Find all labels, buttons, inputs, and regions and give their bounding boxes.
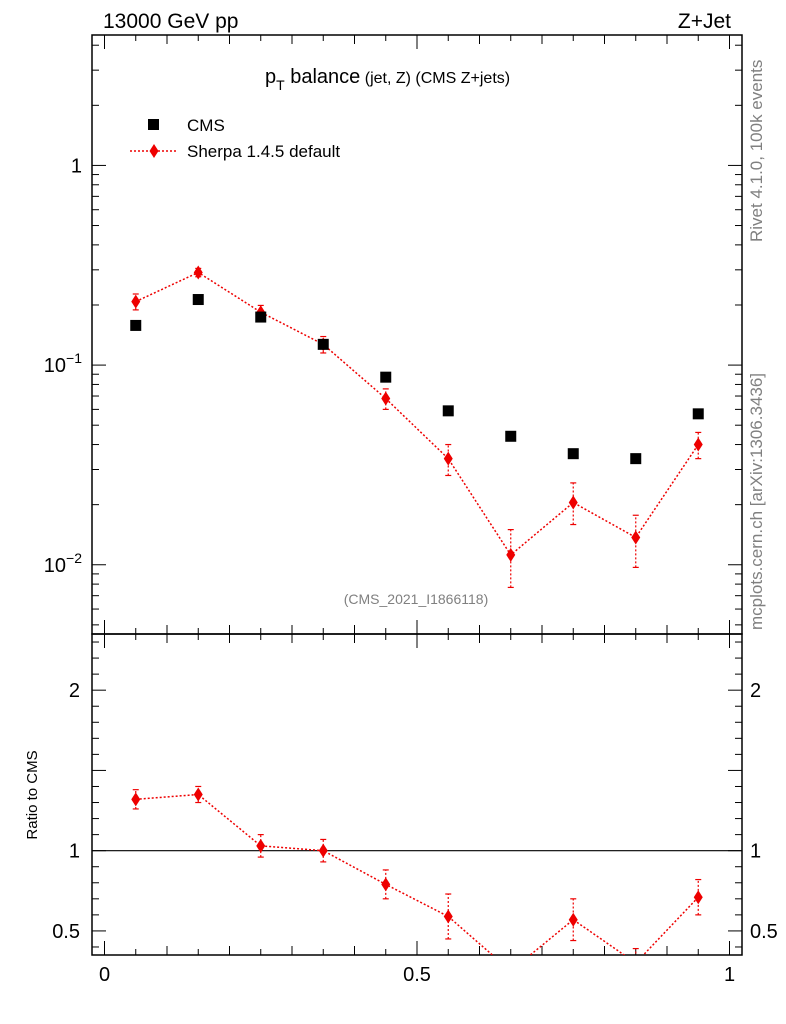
cms-point (192, 294, 204, 306)
sherpa-line (135, 271, 699, 557)
ratio-panel: 0 0.5 1 0.5 0.5 1 1 2 2 (52, 620, 778, 986)
ratio-point (381, 877, 391, 892)
y-tick-label: 10−2 (44, 550, 82, 577)
ratio-y-tick-label-right: 0.5 (750, 921, 778, 943)
x-tick-label: 0.5 (403, 964, 431, 986)
sherpa-point (568, 495, 578, 510)
sherpa-point (443, 451, 453, 466)
ratio-point (443, 909, 453, 924)
ratio-point (693, 890, 703, 905)
sherpa-point (506, 547, 516, 562)
sherpa-point (631, 530, 641, 545)
legend: CMS Sherpa 1.4.5 default (130, 116, 340, 161)
header-right: Z+Jet (678, 10, 731, 33)
cms-point (692, 408, 704, 420)
ratio-point (568, 912, 578, 927)
title-p: p (265, 66, 276, 88)
sherpa-point (193, 265, 203, 280)
ratio-data (131, 785, 703, 978)
legend-cms-label: CMS (187, 116, 225, 135)
ratio-line (135, 793, 699, 955)
title-extra: (jet, Z) (CMS Z+jets) (360, 70, 510, 87)
ratio-y-tick-label: 0.5 (52, 921, 80, 943)
cms-point (255, 311, 267, 323)
ratio-point (318, 843, 328, 858)
ratio-point (256, 838, 266, 853)
header-left: 13000 GeV pp (103, 10, 238, 33)
ratio-point (506, 964, 515, 978)
legend-sherpa-label: Sherpa 1.4.5 default (187, 142, 340, 161)
analysis-watermark: (CMS_2021_I1866118) (344, 591, 489, 607)
cms-point (505, 430, 517, 442)
ratio-y-tick-label: 2 (69, 680, 80, 702)
cms-point (630, 453, 642, 465)
rivet-label: Rivet 4.1.0, 100k events (747, 60, 766, 242)
plot-title: pT balance (jet, Z) (CMS Z+jets) (265, 66, 510, 93)
legend-sherpa-marker (149, 144, 159, 158)
y-tick-label: 1 (71, 155, 82, 177)
sherpa-point (131, 294, 141, 309)
x-tick-label: 1 (724, 964, 735, 986)
title-T: T (276, 77, 285, 93)
ratio-point (131, 792, 141, 807)
cms-point (442, 405, 454, 417)
sherpa-point (693, 437, 703, 452)
ratio-y-tick-label-right: 2 (750, 680, 761, 702)
x-tick-label: 0 (99, 964, 110, 986)
y-tick-label: 10−1 (44, 350, 82, 377)
sherpa-point (381, 391, 391, 406)
ratio-ylabel: Ratio to CMS (24, 750, 41, 839)
ratio-y-tick-label: 1 (69, 841, 80, 863)
cms-point (567, 448, 579, 460)
title-word: balance (285, 66, 361, 88)
ratio-point (631, 956, 640, 970)
ratio-point (193, 787, 203, 802)
cms-point (130, 319, 142, 331)
ratio-y-tick-label-right: 1 (750, 841, 761, 863)
cms-point (380, 371, 392, 383)
source-label: mcplots.cern.ch [arXiv:1306.3436] (747, 373, 766, 630)
cms-point (317, 338, 329, 350)
legend-cms-marker (148, 119, 159, 130)
